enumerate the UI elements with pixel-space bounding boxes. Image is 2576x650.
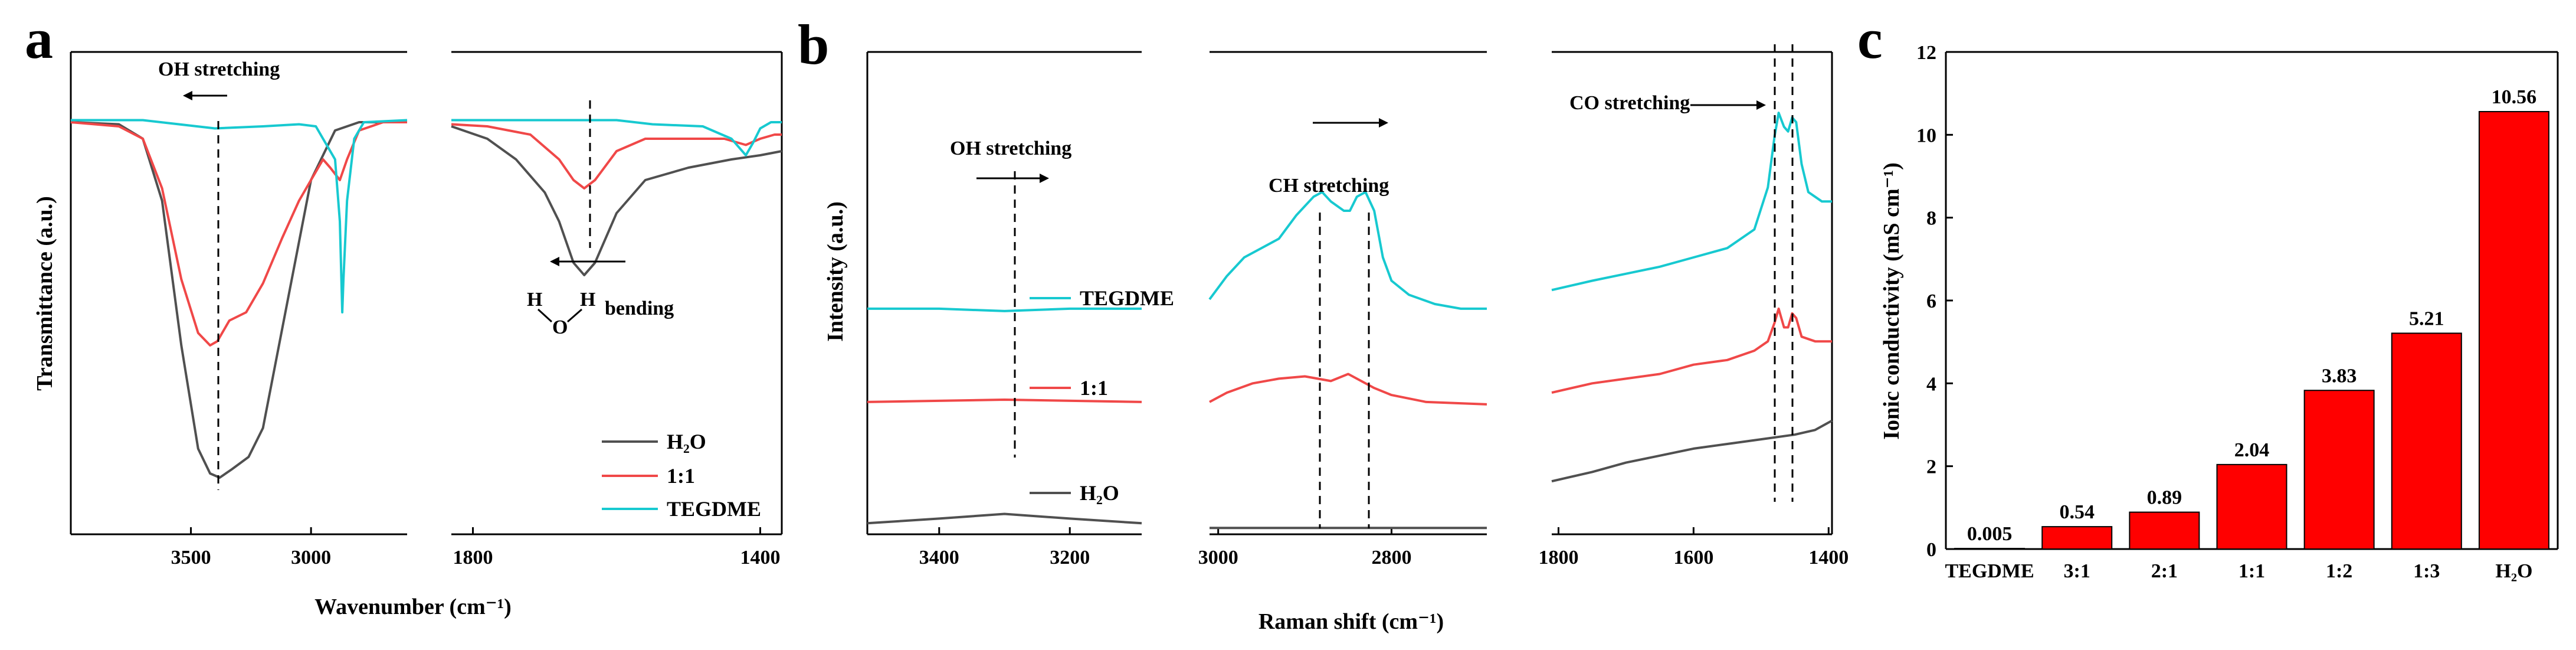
- x-tick-label: 3400: [919, 547, 959, 569]
- bar-value-label: 0.54: [2059, 501, 2095, 523]
- water-molecule-h: H: [580, 289, 595, 311]
- panel-b-raman: 3400 3200 3000 2800 1800 1600 1400 OH stretchin…: [823, 44, 1849, 634]
- series-1to1-line: [1209, 373, 1487, 406]
- panel-label-b: b: [798, 13, 829, 76]
- x-tick-label: 1600: [1673, 547, 1713, 569]
- bar-5: [2391, 332, 2462, 550]
- x-category-label: 2:1: [2151, 560, 2178, 582]
- x-category-label: H₂O: [2495, 560, 2532, 582]
- y-axis-label: Transmittance (a.u.): [32, 196, 57, 391]
- x-tick-label: 3000: [1198, 547, 1238, 569]
- arrow-head: [183, 91, 192, 100]
- x-tick-label: 3000: [291, 547, 331, 569]
- y-tick-label: 0: [1926, 539, 1936, 561]
- series-TEGDME-line: [867, 307, 1142, 312]
- legend-label: H₂O: [1080, 481, 1119, 505]
- series-H2O-line: [451, 125, 782, 276]
- series-TEGDME-line: [451, 119, 782, 156]
- bar-value-label: 2.04: [2234, 439, 2270, 461]
- series-1to1-line: [867, 399, 1142, 403]
- series-H2O-line: [1551, 419, 1833, 483]
- legend-label: 1:1: [1080, 376, 1108, 400]
- bar-value-label: 0.89: [2147, 487, 2182, 509]
- x-tick-label: 3200: [1050, 547, 1090, 569]
- bond: [567, 308, 582, 323]
- y-axis-label: Ionic conductivity (mS cm⁻¹): [1879, 162, 1904, 439]
- bar-0: [1954, 548, 2026, 550]
- x-tick-label: 2800: [1371, 547, 1411, 569]
- x-axis-label: Raman shift (cm⁻¹): [1258, 609, 1444, 634]
- annotation-co-stretching: CO stretching: [1569, 92, 1690, 114]
- x-axis-label: Wavenumber (cm⁻¹): [314, 595, 512, 619]
- annotation-oh-stretching: OH stretching: [158, 58, 280, 80]
- x-category-label: TEGDME: [1945, 560, 2034, 582]
- y-tick-label: 10: [1916, 125, 1936, 146]
- bond: [537, 308, 553, 323]
- x-category-label: 1:2: [2326, 560, 2352, 582]
- series-1to1-line: [1551, 307, 1832, 394]
- x-category-label: 1:3: [2413, 560, 2440, 582]
- series-TEGDME-line: [1208, 191, 1487, 310]
- arrow-head: [1756, 100, 1766, 110]
- legend-label: H₂O: [667, 430, 706, 453]
- series-TEGDME-line: [71, 119, 408, 313]
- arrow-head: [550, 257, 559, 266]
- y-tick-label: 2: [1926, 456, 1936, 478]
- annotation-oh-stretching: OH stretching: [950, 138, 1071, 159]
- y-tick-label: 12: [1916, 42, 1936, 64]
- bar-6: [2478, 111, 2549, 550]
- series-TEGDME-line: [1551, 112, 1832, 292]
- x-tick-label: 1400: [740, 547, 780, 569]
- y-tick-label: 8: [1926, 208, 1936, 230]
- panel-label-a: a: [25, 7, 53, 70]
- arrow-head: [1379, 118, 1388, 128]
- y-tick-label: 6: [1926, 290, 1936, 312]
- bar-1: [2041, 526, 2113, 550]
- bar-value-label: 3.83: [2322, 365, 2357, 387]
- annotation-bending: bending: [605, 298, 674, 319]
- bar-4: [2303, 390, 2375, 550]
- legend-label: 1:1: [667, 464, 695, 488]
- legend-label: TEGDME: [667, 497, 761, 521]
- axis-break: [410, 47, 448, 539]
- x-tick-label: 3500: [171, 547, 211, 569]
- annotation-ch-stretching: CH stretching: [1269, 175, 1389, 197]
- series-1to1-line: [70, 121, 407, 347]
- bar-value-label: 0.005: [1967, 523, 2013, 545]
- x-tick-label: 1800: [1538, 547, 1578, 569]
- series-H2O-line: [867, 512, 1142, 525]
- bar-value-label: 10.56: [2492, 86, 2537, 108]
- x-tick-label: 1800: [453, 547, 493, 569]
- water-molecule-o: O: [552, 316, 568, 338]
- legend-label: TEGDME: [1080, 286, 1174, 310]
- bar-value-label: 5.21: [2409, 308, 2444, 329]
- x-category-label: 3:1: [2064, 560, 2090, 582]
- y-axis-label: Intensity (a.u.): [823, 201, 848, 342]
- x-tick-label: 1400: [1808, 547, 1849, 569]
- panel-c-conductivity: 0 2 4 6 8 10 12 0.005 TEGDME 0.54 3:1 0.89 2:1 2.04 1:…: [1879, 42, 2559, 582]
- series-H2O-line: [70, 121, 407, 479]
- y-tick-label: 4: [1926, 373, 1936, 395]
- panel-label-c: c: [1857, 7, 1883, 70]
- x-category-label: 1:1: [2239, 560, 2265, 582]
- series-1to1-line: [451, 123, 782, 190]
- water-molecule-h: H: [527, 289, 542, 311]
- bar-2: [2129, 511, 2200, 550]
- arrow-head: [1040, 174, 1049, 183]
- bar-3: [2216, 463, 2287, 550]
